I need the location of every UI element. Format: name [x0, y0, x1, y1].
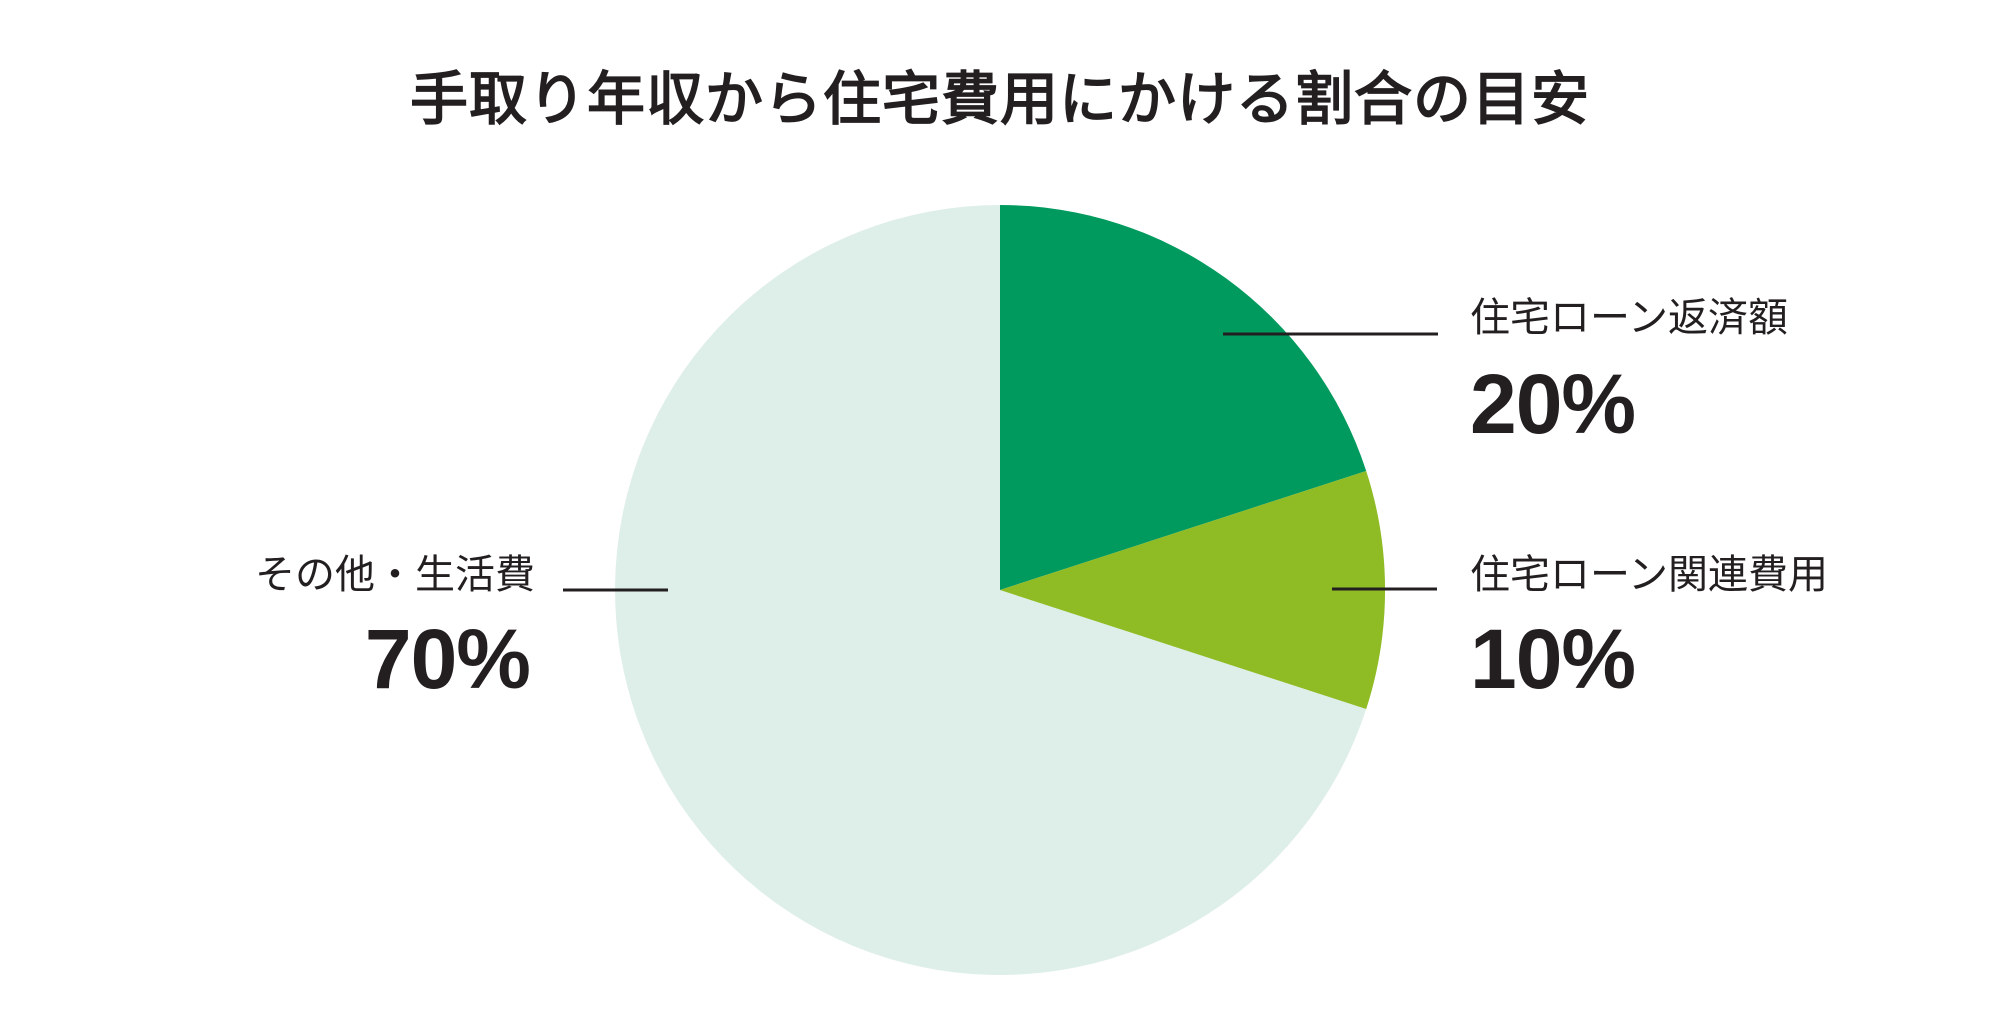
slice-value-loan-related-costs: 10% [1470, 612, 1636, 706]
slice-value-loan-repayment: 20% [1470, 357, 1636, 451]
slice-loan-repayment [1000, 205, 1367, 590]
slice-label-loan-related-costs: 住宅ローン関連費用 [1470, 552, 1828, 598]
chart-title: 手取り年収から住宅費用にかける割合の目安 [409, 65, 1590, 133]
slice-loan-related-costs [1000, 471, 1386, 709]
slice-value-other-living-costs: 70% [364, 612, 531, 706]
slice-other-living-costs [615, 205, 1367, 975]
slice-label-loan-repayment: 住宅ローン返済額 [1470, 295, 1788, 341]
slice-label-other-living-costs: その他・生活費 [255, 552, 535, 598]
